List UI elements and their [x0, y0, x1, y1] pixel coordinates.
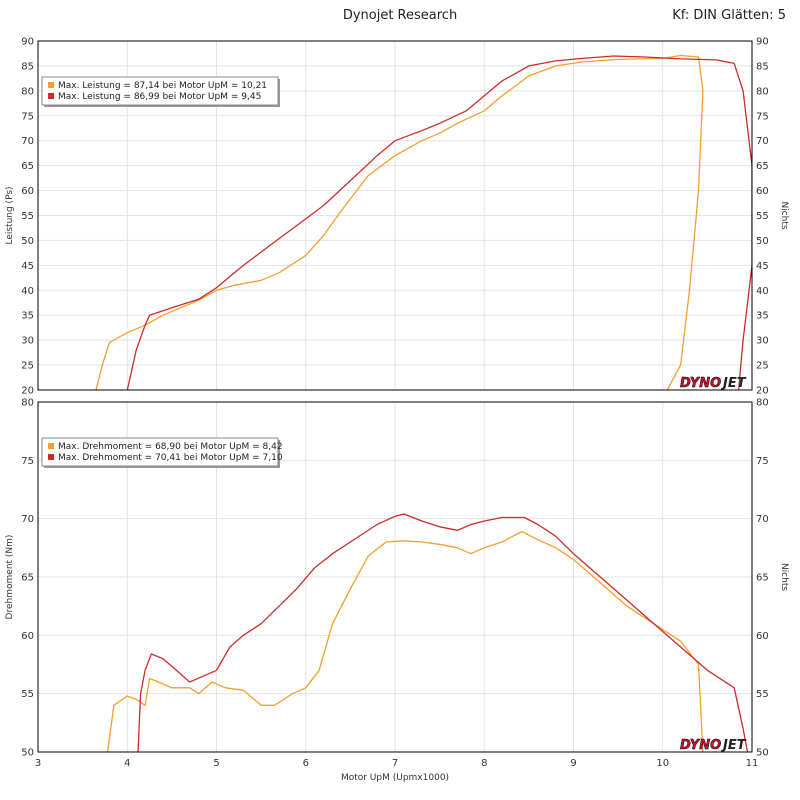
- y-tick-label: 60: [21, 631, 34, 642]
- y-tick-label-right: 70: [756, 136, 769, 147]
- y-tick-label: 45: [21, 261, 34, 272]
- logo-text-jet: JET: [720, 376, 747, 391]
- y-tick-label-right: 40: [756, 286, 769, 297]
- legend: Max. Drehmoment = 68,90 bei Motor UpM = …: [41, 437, 283, 468]
- y-tick-label-right: 65: [756, 161, 769, 172]
- y-axis-label-right: Nichts: [779, 563, 789, 591]
- y-tick-label: 35: [21, 311, 34, 322]
- x-axis-label: Motor UpM (Upmx1000): [341, 773, 449, 783]
- y-tick-label-right: 50: [756, 748, 769, 759]
- y-tick-label: 80: [21, 86, 34, 97]
- dynojet-logo: DYNO JET: [680, 738, 747, 754]
- series-line-1: [106, 530, 704, 752]
- y-tick-label: 85: [21, 61, 34, 72]
- y-axis-label: Leistung (Ps): [5, 186, 15, 244]
- y-tick-label: 20: [21, 386, 34, 397]
- y-tick-label-right: 35: [756, 311, 769, 322]
- power-panel: 20 20 25 25 30 30 35 35 40 40 45 45 50 50 55 55 60 60 65 65…: [5, 37, 789, 397]
- plot-frame: [37, 401, 753, 753]
- y-tick-label-right: 30: [756, 336, 769, 347]
- y-tick-label-right: 45: [756, 261, 769, 272]
- y-tick-label-right: 55: [756, 689, 769, 700]
- x-ticks: 3 4 5 6 7 8 9 10 11: [35, 758, 759, 769]
- y-tick-label-right: 25: [756, 361, 769, 372]
- legend-entry: Max. Leistung = 87,14 bei Motor UpM = 10…: [58, 81, 267, 91]
- legend-swatch: [48, 93, 54, 99]
- legend-box: [41, 437, 279, 467]
- legend-box: [41, 76, 279, 106]
- plot-frame: [37, 40, 753, 391]
- y-tick-label-right: 65: [756, 573, 769, 584]
- logo-text-dyno: DYNO: [680, 738, 721, 753]
- y-tick-label: 70: [21, 136, 34, 147]
- y-tick-label: 55: [21, 689, 34, 700]
- y-tick-label-right: 50: [756, 236, 769, 247]
- series-line-2: [126, 55, 752, 390]
- y-tick-label: 50: [21, 236, 34, 247]
- y-tick-label-right: 55: [756, 211, 769, 222]
- chart-title: Dynojet Research: [343, 8, 457, 23]
- y-tick-label-right: 75: [756, 456, 769, 467]
- x-tick-label: 6: [303, 758, 309, 769]
- series-line-2: [137, 513, 749, 752]
- x-tick-label: 7: [392, 758, 398, 769]
- y-tick-label: 65: [21, 161, 34, 172]
- series-group: [106, 513, 749, 752]
- x-tick-label: 9: [570, 758, 576, 769]
- y-tick-label-right: 60: [756, 186, 769, 197]
- y-tick-label-right: 85: [756, 61, 769, 72]
- y-tick-label-right: 20: [756, 386, 769, 397]
- torque-panel: 50 50 55 55 60 60 65 65 70 70 75 75 80 80 3 4 5 6 7 8 9 10 11 D…: [5, 398, 789, 784]
- x-tick-label: 3: [35, 758, 41, 769]
- y-tick-label: 50: [21, 748, 34, 759]
- legend-entry: Max. Drehmoment = 68,90 bei Motor UpM = …: [58, 442, 283, 452]
- legend-entry: Max. Leistung = 86,99 bei Motor UpM = 9,…: [58, 92, 261, 102]
- grid: [37, 40, 753, 391]
- y-tick-label: 70: [21, 514, 34, 525]
- logo-text-dyno: DYNO: [680, 376, 721, 391]
- y-axis-label-right: Nichts: [779, 201, 789, 229]
- y-tick-label: 60: [21, 186, 34, 197]
- y-tick-label: 75: [21, 111, 34, 122]
- x-tick-label: 5: [213, 758, 219, 769]
- series-group: [95, 54, 752, 390]
- y-tick-label-right: 80: [756, 398, 769, 409]
- series-line-1: [95, 54, 704, 390]
- y-ticks: 50 50 55 55 60 60 65 65 70 70 75 75 80 80: [21, 398, 768, 759]
- y-tick-label: 75: [21, 456, 34, 467]
- legend-swatch: [48, 82, 54, 88]
- x-tick-label: 4: [124, 758, 130, 769]
- legend-swatch: [48, 454, 54, 460]
- y-tick-label: 55: [21, 211, 34, 222]
- dynojet-logo: DYNO JET: [680, 376, 747, 392]
- y-tick-label: 25: [21, 361, 34, 372]
- y-tick-label: 80: [21, 398, 34, 409]
- y-ticks: 20 20 25 25 30 30 35 35 40 40 45 45 50 50 55 55 60 60 65 65…: [21, 37, 768, 397]
- y-tick-label: 65: [21, 573, 34, 584]
- correction-info: Kf: DIN Glätten: 5: [672, 8, 786, 23]
- logo-text-jet: JET: [720, 738, 747, 753]
- y-tick-label-right: 60: [756, 631, 769, 642]
- legend: Max. Leistung = 87,14 bei Motor UpM = 10…: [41, 76, 280, 107]
- y-tick-label-right: 80: [756, 86, 769, 97]
- legend-swatch: [48, 443, 54, 449]
- x-tick-label: 10: [656, 758, 669, 769]
- y-axis-label: Drehmoment (Nm): [5, 535, 15, 620]
- y-tick-label: 90: [21, 37, 34, 48]
- x-tick-label: 11: [746, 758, 759, 769]
- legend-entry: Max. Drehmoment = 70,41 bei Motor UpM = …: [58, 453, 283, 463]
- x-tick-label: 8: [481, 758, 487, 769]
- y-tick-label: 30: [21, 336, 34, 347]
- y-tick-label-right: 70: [756, 514, 769, 525]
- y-tick-label-right: 75: [756, 111, 769, 122]
- y-tick-label-right: 90: [756, 37, 769, 48]
- y-tick-label: 40: [21, 286, 34, 297]
